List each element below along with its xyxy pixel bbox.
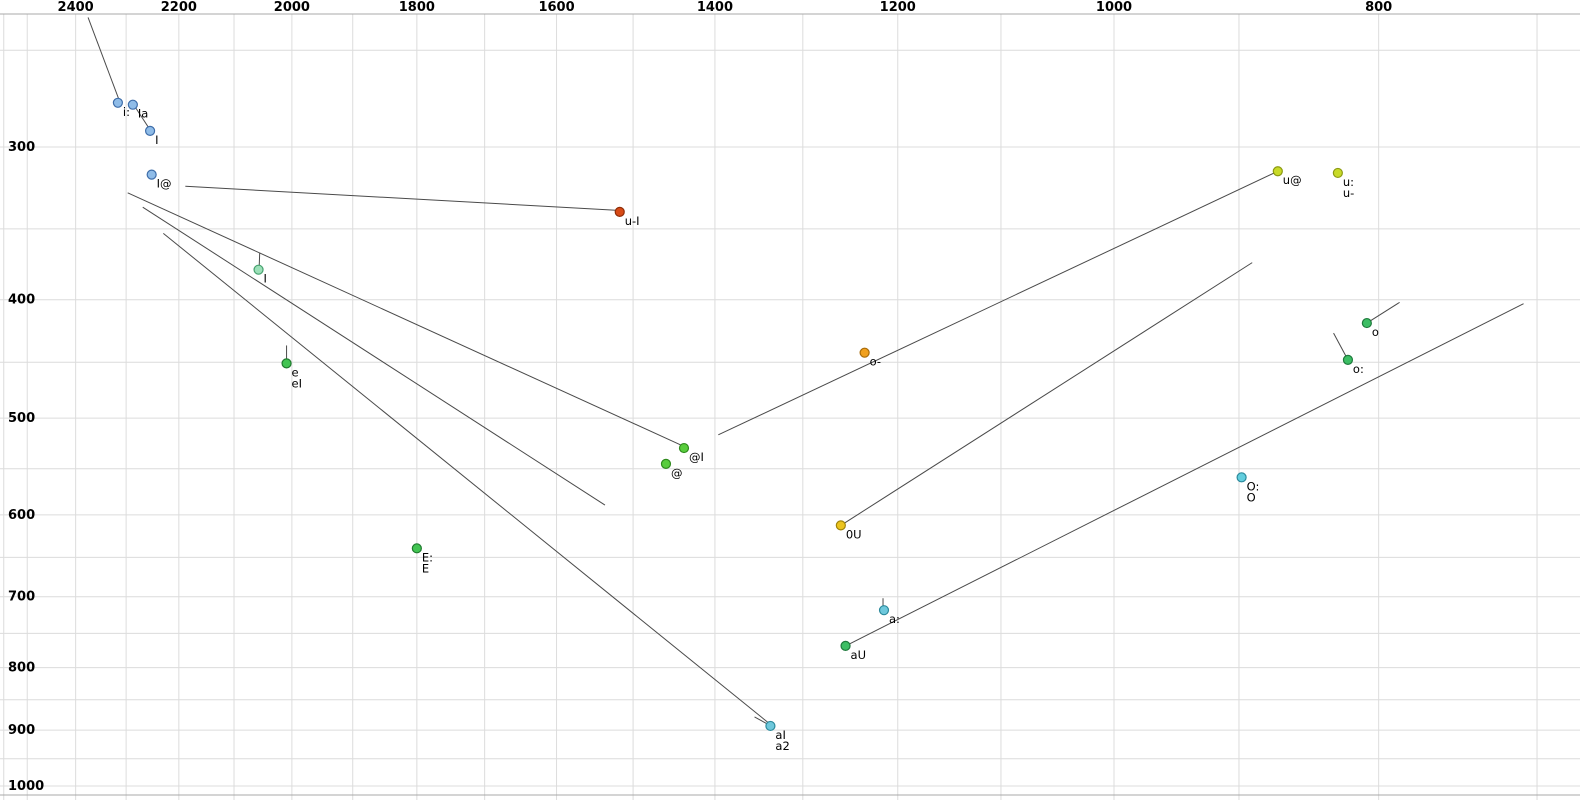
vowel-point bbox=[765, 720, 776, 732]
vowel-point bbox=[660, 458, 672, 469]
vowel-point bbox=[127, 99, 138, 110]
trajectory-line bbox=[1366, 301, 1400, 324]
y-tick-label: 500 bbox=[8, 411, 35, 426]
vowel-label: o: bbox=[1353, 362, 1364, 376]
vowel-point bbox=[146, 169, 157, 180]
vowel-label: u: bbox=[1343, 175, 1354, 189]
trajectory-line bbox=[87, 17, 120, 102]
vowel-label: u- bbox=[1343, 186, 1354, 200]
trajectory-line bbox=[142, 206, 606, 506]
vowel-label: E: bbox=[422, 550, 433, 564]
y-tick-label: 600 bbox=[8, 508, 35, 523]
vowel-label: i: bbox=[123, 105, 130, 119]
vowel-point bbox=[411, 543, 422, 554]
x-tick-label: 1000 bbox=[1096, 0, 1132, 15]
vowel-label: aU bbox=[851, 648, 866, 662]
x-tick-label: 2000 bbox=[274, 0, 310, 15]
vowel-point bbox=[840, 640, 851, 652]
x-tick-label: 2200 bbox=[161, 0, 197, 15]
x-tick-label: 1200 bbox=[880, 0, 916, 15]
trajectory-line bbox=[845, 303, 1524, 647]
vowel-label: @I bbox=[689, 450, 704, 464]
vowel-point bbox=[1332, 167, 1343, 179]
x-tick-label: 1800 bbox=[399, 0, 435, 15]
vowel-label: Ia bbox=[138, 107, 148, 121]
vowel-label: a2 bbox=[775, 739, 789, 753]
y-axis-tick-labels: 300 400 500 600 700 800 900 1000 bbox=[8, 140, 44, 794]
vowel-point bbox=[835, 520, 846, 531]
trajectory-lines bbox=[87, 17, 1524, 725]
x-tick-label: 1600 bbox=[538, 0, 574, 15]
x-tick-label: 1400 bbox=[697, 0, 733, 15]
vowel-label: I@ bbox=[157, 177, 172, 191]
y-tick-label: 1000 bbox=[8, 779, 44, 794]
vowel-point bbox=[1342, 354, 1354, 365]
vowel-point bbox=[878, 605, 890, 616]
y-tick-label: 700 bbox=[8, 590, 35, 605]
vowel-point bbox=[281, 358, 292, 369]
vowel-label: 0U bbox=[846, 527, 862, 541]
vowel-label: @ bbox=[671, 466, 683, 480]
x-tick-label: 2400 bbox=[58, 0, 94, 15]
trajectory-line bbox=[127, 192, 684, 447]
vowel-label: I bbox=[155, 133, 158, 147]
trajectory-line bbox=[754, 716, 769, 725]
vowel-label: a: bbox=[889, 612, 900, 626]
vowel-point bbox=[144, 125, 156, 136]
trajectory-line bbox=[134, 106, 150, 130]
vowel-point bbox=[678, 442, 690, 454]
vowel-point bbox=[614, 206, 625, 218]
vowel-label: e bbox=[292, 365, 299, 379]
vowel-label: aI bbox=[775, 728, 785, 742]
vowel-point bbox=[859, 347, 870, 358]
vowel-label: I bbox=[264, 272, 267, 286]
gridlines bbox=[0, 13, 1580, 800]
y-tick-label: 900 bbox=[8, 723, 35, 738]
vowel-point bbox=[112, 97, 123, 108]
vowel-label: E bbox=[422, 561, 429, 575]
vowel-label: o- bbox=[870, 355, 881, 369]
vowel-point bbox=[1236, 472, 1247, 483]
y-tick-label: 400 bbox=[8, 293, 35, 308]
vowel-point bbox=[253, 264, 264, 275]
y-tick-label: 800 bbox=[8, 661, 35, 676]
vowel-label: O: bbox=[1247, 479, 1260, 493]
trajectory-line bbox=[840, 262, 1253, 526]
trajectory-line bbox=[718, 170, 1279, 436]
vowel-point bbox=[1361, 317, 1372, 329]
trajectory-line bbox=[162, 232, 769, 724]
trajectory-line bbox=[185, 185, 619, 211]
y-tick-label: 300 bbox=[8, 140, 35, 155]
vowel-point bbox=[1272, 166, 1283, 177]
vowel-label: u@ bbox=[1283, 173, 1302, 187]
vowel-label: o bbox=[1372, 325, 1379, 339]
vowel-label: u-I bbox=[625, 214, 640, 228]
vowel-label: O bbox=[1247, 490, 1256, 504]
vowel-label: eI bbox=[292, 376, 302, 390]
x-axis-tick-labels: 2400 2200 2000 1800 1600 1400 1200 1000 800 bbox=[58, 0, 1393, 15]
x-tick-label: 800 bbox=[1365, 0, 1392, 15]
